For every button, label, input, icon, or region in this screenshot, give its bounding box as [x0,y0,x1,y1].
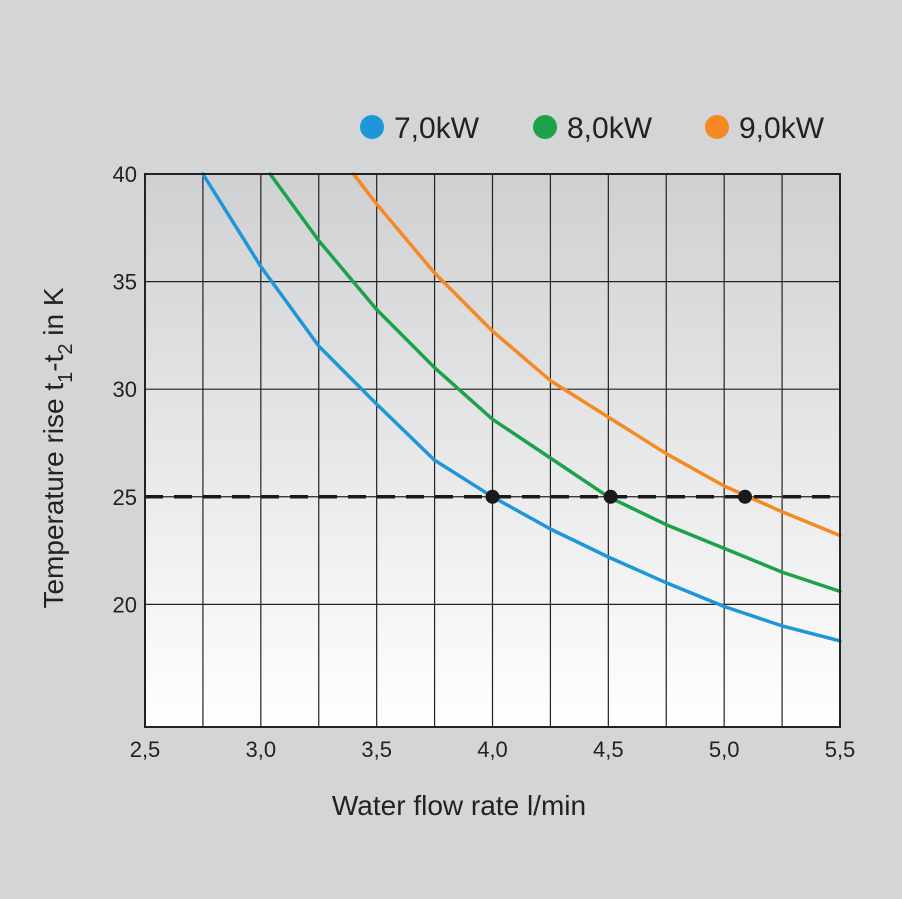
x-tick-label: 4,5 [593,737,624,762]
y-tick-label: 25 [113,485,137,510]
y-tick-label: 40 [113,162,137,187]
x-tick-labels: 2,5 3,0 3,5 4,0 4,5 5,0 5,5 [130,737,856,762]
legend-swatch-3 [705,115,729,139]
plot-frame [144,173,841,728]
intersection-marker-1 [485,489,500,504]
y-tick-label: 30 [113,377,137,402]
y-axis-title-main: Temperature rise t [38,383,69,609]
series-layer [201,172,842,643]
y-axis-title: Temperature rise t1-t2 in K [38,287,77,608]
legend-swatch-1 [360,115,384,139]
x-tick-label: 2,5 [130,737,161,762]
x-tick-label: 5,5 [825,737,856,762]
x-tick-label: 4,0 [477,737,508,762]
grid [145,174,840,727]
series-line-1 [201,172,842,643]
legend-label-1: 7,0kW [394,112,480,145]
x-tick-label: 3,0 [246,737,277,762]
y-axis-title-sub1: 1 [55,372,77,383]
series-line-2 [268,172,842,594]
y-axis-title-dash: -t [38,354,69,371]
x-axis-title: Water flow rate l/min [332,790,586,821]
legend-label-2: 8,0kW [567,112,653,145]
legend-label-3: 9,0kW [739,112,825,145]
series-line-3 [351,172,842,538]
x-tick-label: 5,0 [709,737,740,762]
legend: 7,0kW 8,0kW 9,0kW [360,112,825,145]
y-axis-title-unit: in K [38,287,69,343]
y-axis-title-sub2: 2 [55,344,77,355]
intersection-marker-2 [603,489,618,504]
legend-swatch-2 [533,115,557,139]
y-tick-label: 35 [113,270,137,295]
y-tick-labels: 20 25 30 35 40 [113,162,137,617]
y-tick-label: 20 [113,592,137,617]
x-tick-label: 3,5 [361,737,392,762]
marker-layer [485,489,753,504]
intersection-marker-3 [738,489,753,504]
